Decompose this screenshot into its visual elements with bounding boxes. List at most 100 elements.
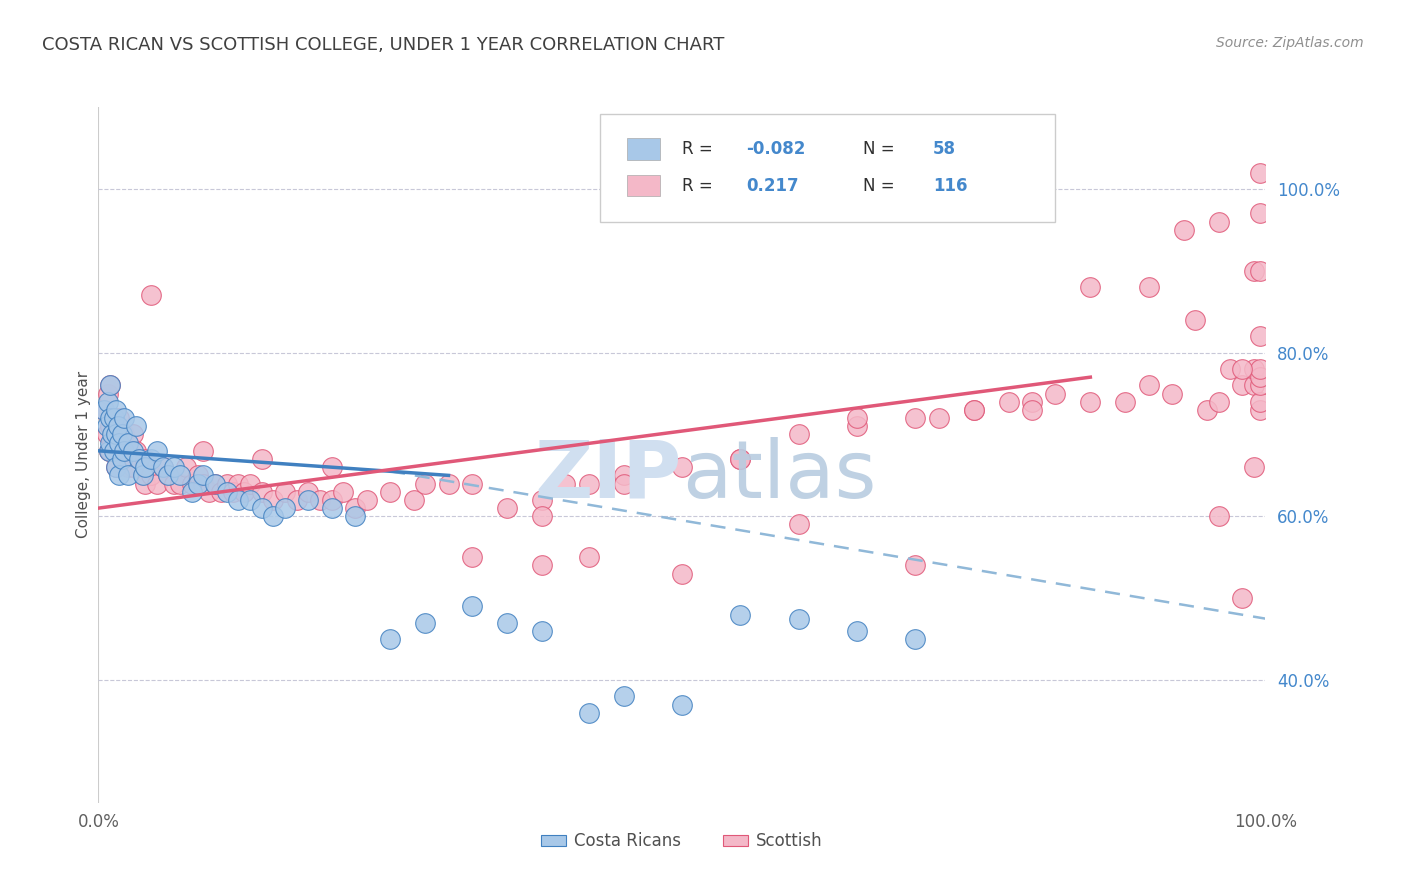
Point (98, 411, 121, 425)
Point (321, 501, 343, 516)
Point (613, 476, 636, 491)
Point (146, 443, 169, 458)
Point (578, 550, 600, 565)
Point (274, 501, 297, 516)
FancyBboxPatch shape (627, 138, 659, 160)
Point (104, 460, 127, 475)
Point (1249, 165, 1271, 179)
Point (530, 509, 553, 524)
Point (787, 427, 810, 442)
Point (578, 476, 600, 491)
Point (578, 706, 600, 720)
Point (846, 624, 869, 638)
Point (98, 378, 121, 392)
Point (215, 476, 238, 491)
Point (730, 452, 752, 467)
Point (122, 427, 145, 442)
Point (613, 468, 636, 483)
Text: COSTA RICAN VS SCOTTISH COLLEGE, UNDER 1 YEAR CORRELATION CHART: COSTA RICAN VS SCOTTISH COLLEGE, UNDER 1… (42, 36, 724, 54)
Point (962, 403, 984, 417)
Point (1230, 362, 1253, 376)
Point (96, 419, 118, 434)
Point (157, 468, 180, 483)
Point (297, 484, 319, 499)
Point (111, 427, 134, 442)
Point (180, 476, 202, 491)
Point (108, 468, 131, 483)
Point (125, 419, 148, 434)
Point (1230, 378, 1253, 392)
Point (152, 460, 174, 475)
Point (274, 484, 297, 499)
Text: -0.082: -0.082 (747, 140, 806, 158)
Point (132, 468, 155, 483)
Point (461, 550, 484, 565)
Point (104, 460, 127, 475)
Point (169, 468, 191, 483)
Point (1249, 403, 1271, 417)
Point (193, 443, 215, 458)
Point (1243, 460, 1265, 475)
Y-axis label: College, Under 1 year: College, Under 1 year (76, 371, 91, 539)
Point (117, 435, 139, 450)
Point (132, 468, 155, 483)
FancyBboxPatch shape (600, 114, 1056, 222)
Point (413, 615, 436, 630)
Point (344, 509, 367, 524)
Text: N =: N = (863, 140, 900, 158)
Point (139, 452, 162, 467)
Point (1195, 403, 1218, 417)
Point (98, 419, 121, 434)
Point (1208, 394, 1230, 409)
Point (904, 558, 927, 573)
Point (1080, 394, 1102, 409)
Point (117, 443, 139, 458)
Point (1249, 362, 1271, 376)
Point (134, 452, 156, 467)
Point (134, 476, 156, 491)
Point (233, 484, 256, 499)
Point (380, 632, 402, 646)
Point (174, 460, 197, 475)
Point (93, 403, 115, 417)
Point (104, 403, 127, 417)
Text: 58: 58 (932, 140, 956, 158)
Point (997, 394, 1019, 409)
Point (239, 476, 262, 491)
Point (139, 288, 162, 302)
Point (98, 443, 121, 458)
Point (239, 492, 262, 507)
Text: R =: R = (682, 177, 723, 194)
Point (1137, 378, 1160, 392)
Point (104, 427, 127, 442)
Legend: Costa Ricans, Scottish: Costa Ricans, Scottish (534, 826, 830, 857)
Point (413, 476, 436, 491)
Point (108, 411, 131, 425)
FancyBboxPatch shape (627, 175, 659, 196)
Point (221, 484, 243, 499)
Point (122, 460, 145, 475)
Point (1208, 509, 1230, 524)
Point (112, 411, 135, 425)
Point (1184, 313, 1206, 327)
Point (1137, 280, 1160, 294)
Point (97, 386, 120, 401)
Point (103, 411, 125, 425)
Point (98, 435, 121, 450)
Point (96, 427, 118, 442)
Point (1208, 214, 1230, 228)
Point (262, 492, 284, 507)
Point (928, 411, 950, 425)
Point (112, 427, 135, 442)
Point (613, 690, 636, 704)
Point (146, 476, 169, 491)
Point (787, 612, 810, 626)
Point (250, 452, 273, 467)
Point (98, 378, 121, 392)
Point (97, 443, 120, 458)
Point (1249, 378, 1271, 392)
Point (332, 484, 354, 499)
Text: ZIP: ZIP (534, 437, 682, 515)
Point (461, 476, 484, 491)
Point (128, 452, 150, 467)
